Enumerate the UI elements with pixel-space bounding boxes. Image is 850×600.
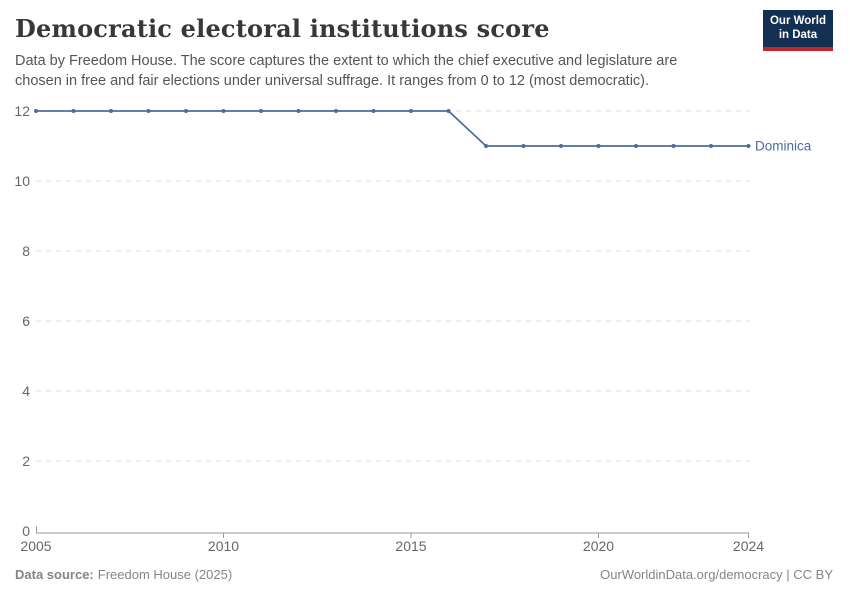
owid-cc-link[interactable]: OurWorldinData.org/democracy | CC BY bbox=[600, 567, 833, 582]
x-tick-label-2024: 2024 bbox=[733, 538, 764, 554]
data-point-dominica-2010[interactable] bbox=[221, 109, 226, 113]
data-point-dominica-2016[interactable] bbox=[446, 109, 451, 113]
data-source-label: Data source: bbox=[15, 567, 94, 582]
data-point-dominica-2015[interactable] bbox=[409, 109, 413, 113]
y-tick-label-0: 0 bbox=[22, 523, 30, 539]
data-point-dominica-2018[interactable] bbox=[521, 144, 526, 148]
data-point-dominica-2020[interactable] bbox=[596, 144, 601, 148]
owid-logo[interactable]: Our World in Data bbox=[762, 10, 833, 51]
line-chart: 0 2 4 6 8 10 12 2005 2010 2015 2020 2024 Dominica bbox=[14, 103, 812, 554]
y-tick-label-4: 4 bbox=[22, 383, 30, 399]
x-tick-label-2005: 2005 bbox=[20, 538, 51, 554]
owid-logo-line1: Our World bbox=[769, 15, 826, 27]
data-point-dominica-2011[interactable] bbox=[259, 109, 263, 113]
entity-label-dominica[interactable]: Dominica bbox=[755, 139, 812, 154]
x-tick-label-2010: 2010 bbox=[208, 538, 239, 554]
y-tick-label-8: 8 bbox=[22, 243, 30, 259]
data-point-dominica-2009[interactable] bbox=[184, 109, 188, 113]
data-point-dominica-2005[interactable] bbox=[34, 109, 38, 113]
data-source-value: Freedom House (2025) bbox=[97, 567, 233, 582]
x-tick-label-2015: 2015 bbox=[395, 538, 426, 554]
series-line-dominica[interactable] bbox=[36, 110, 749, 147]
data-point-dominica-2019[interactable] bbox=[559, 144, 563, 148]
page-subtitle: Data by Freedom House. The score capture… bbox=[15, 53, 678, 89]
data-point-dominica-2006[interactable] bbox=[71, 109, 76, 113]
data-point-dominica-2013[interactable] bbox=[334, 109, 338, 113]
x-tick-label-2020: 2020 bbox=[583, 538, 614, 554]
data-point-dominica-2008[interactable] bbox=[146, 109, 151, 113]
data-point-dominica-2017[interactable] bbox=[484, 144, 488, 148]
data-point-dominica-2007[interactable] bbox=[109, 109, 113, 113]
page-title: Democratic electoral institutions score bbox=[15, 14, 550, 43]
data-point-dominica-2024[interactable] bbox=[746, 144, 751, 148]
data-point-dominica-2022[interactable] bbox=[671, 144, 676, 148]
y-tick-label-12: 12 bbox=[14, 103, 30, 119]
data-point-dominica-2012[interactable] bbox=[296, 109, 301, 113]
data-point-dominica-2021[interactable] bbox=[634, 144, 638, 148]
owid-logo-line2: in Data bbox=[778, 28, 818, 41]
y-tick-label-6: 6 bbox=[22, 313, 30, 329]
data-point-dominica-2023[interactable] bbox=[709, 144, 713, 148]
chart-area: 0 2 4 6 8 10 12 2005 2010 2015 2020 2024 Dominica bbox=[0, 95, 850, 560]
y-tick-label-10: 10 bbox=[14, 173, 30, 189]
y-tick-label-2: 2 bbox=[22, 453, 30, 469]
chart-footer: Data source: Freedom House (2025) OurWorl… bbox=[15, 567, 833, 582]
data-source: Data source: Freedom House (2025) bbox=[15, 567, 232, 582]
data-point-dominica-2014[interactable] bbox=[371, 109, 376, 113]
